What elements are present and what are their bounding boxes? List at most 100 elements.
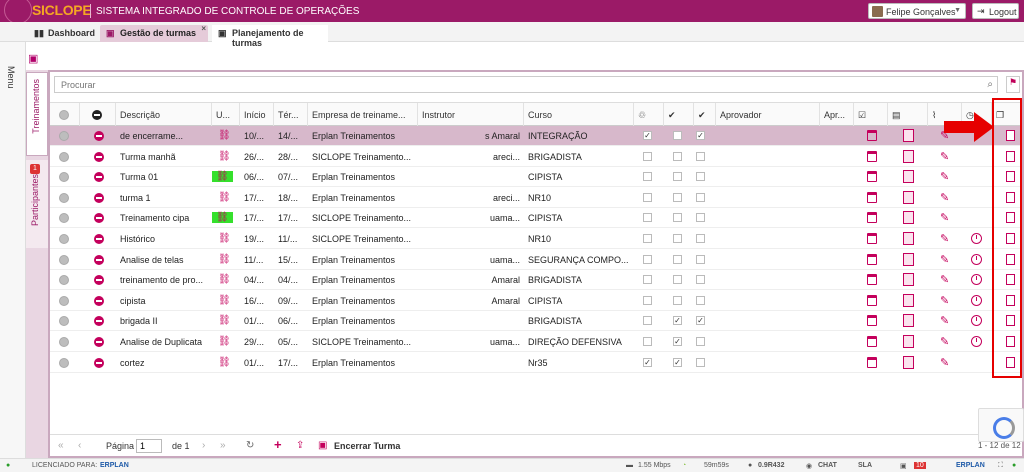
cancel-turma-icon[interactable] (94, 172, 104, 183)
document-icon[interactable] (903, 355, 914, 369)
status-dot-icon[interactable] (59, 213, 69, 224)
checkbox-1[interactable] (643, 254, 652, 264)
table-row[interactable]: Analise de Duplicata ⛓ 29/... 05/... SICLOPE… (50, 332, 1022, 352)
paperclip-icon[interactable]: ✎ (940, 212, 950, 225)
checkbox-2[interactable] (673, 151, 682, 161)
search-input[interactable] (61, 80, 961, 90)
table-row[interactable]: Analise de telas ⛓ 11/... 15/... Erplan Trei… (50, 250, 1022, 270)
link-icon[interactable]: ⛓ (218, 274, 231, 286)
calendar-check-icon[interactable] (867, 356, 877, 368)
first-page-icon[interactable]: « (58, 440, 64, 451)
next-page-icon[interactable]: › (202, 440, 206, 451)
checkbox-1[interactable] (643, 172, 652, 182)
checkbox-3[interactable] (696, 357, 705, 367)
calendar-check-icon[interactable] (867, 150, 877, 162)
table-row[interactable]: Treinamento cipa ⛓ 17/... 17/... SICLOPE Tre… (50, 208, 1022, 229)
document-icon[interactable] (903, 335, 914, 348)
clock-icon[interactable] (971, 274, 982, 286)
table-row[interactable]: cortez ⛓ 01/... 17/... Erplan Treinamentos Nr… (50, 353, 1022, 373)
checkbox-3[interactable]: ✓ (696, 316, 705, 326)
status-dot-icon[interactable] (59, 131, 69, 141)
status-dot-icon[interactable] (59, 316, 69, 327)
status-dot-icon[interactable] (59, 357, 69, 368)
encerrar-turma-button[interactable]: Encerrar Turma (334, 441, 401, 451)
calendar-check-icon[interactable] (867, 294, 877, 306)
checkbox-1[interactable]: ✓ (643, 357, 652, 367)
link-icon[interactable]: ⛓ (212, 212, 233, 224)
paperclip-icon[interactable]: ✎ (940, 191, 950, 204)
table-row[interactable]: brigada II ⛓ 01/... 06/... Erplan Treinament… (50, 311, 1022, 332)
paperclip-icon[interactable]: ✎ (940, 171, 950, 184)
status-dot-icon[interactable] (59, 151, 69, 162)
calendar-check-icon[interactable] (867, 212, 877, 224)
checkbox-2[interactable] (673, 192, 682, 202)
checkbox-2[interactable] (673, 213, 682, 223)
document-icon[interactable] (903, 314, 914, 328)
sla-button[interactable]: SLA (858, 462, 872, 469)
link-icon[interactable]: ⛓ (218, 233, 231, 244)
status-dot-icon[interactable] (59, 234, 69, 244)
checkbox-2[interactable]: ✓ (673, 337, 682, 346)
checkbox-2[interactable]: ✓ (673, 316, 682, 326)
flag-button[interactable]: ⚑ (1006, 76, 1020, 93)
checkbox-2[interactable] (673, 172, 682, 182)
cancel-turma-icon[interactable] (94, 213, 104, 224)
paperclip-icon[interactable]: ✎ (940, 356, 950, 369)
header-u[interactable]: U... (212, 103, 240, 127)
user-menu-button[interactable]: Felipe Gonçalves ▼ (868, 3, 966, 19)
clock-icon[interactable] (971, 233, 982, 244)
document-icon[interactable] (903, 211, 914, 225)
tab-dashboard[interactable]: ▮▮ Dashboard (28, 25, 98, 42)
document-icon[interactable] (903, 190, 914, 204)
checkbox-3[interactable] (696, 254, 705, 264)
checkbox-3[interactable] (696, 337, 705, 346)
header-clip[interactable]: ⌇ (928, 103, 962, 127)
paperclip-icon[interactable]: ✎ (940, 294, 950, 307)
paperclip-icon[interactable]: ✎ (940, 274, 950, 287)
header-calendar[interactable]: ☑ (854, 103, 888, 127)
header-instrutor[interactable]: Instrutor (418, 103, 524, 127)
calendar-check-icon[interactable] (867, 315, 877, 327)
checkbox-3[interactable] (696, 234, 705, 243)
upload-icon[interactable]: ⇪ (296, 440, 305, 451)
header-stop[interactable] (80, 103, 116, 127)
paperclip-icon[interactable]: ✎ (940, 233, 950, 245)
calendar-check-icon[interactable] (867, 253, 877, 265)
cancel-turma-icon[interactable] (94, 316, 104, 327)
status-dot-icon[interactable] (59, 192, 69, 203)
table-row[interactable]: de encerrame... ⛓ 10/... 14/... Erplan Trein… (50, 126, 1022, 146)
checkbox-3[interactable] (696, 172, 705, 182)
document-icon[interactable] (903, 170, 914, 184)
link-icon[interactable]: ⛓ (212, 171, 233, 183)
chat-button[interactable]: CHAT (818, 462, 837, 469)
link-icon[interactable]: ⛓ (218, 150, 231, 162)
table-row[interactable]: cipista ⛓ 16/... 09/... Erplan Treinamentos A… (50, 291, 1022, 311)
checkbox-3[interactable]: ✓ (696, 131, 705, 140)
side-tab-participantes[interactable]: Participantes (26, 160, 48, 248)
paperclip-icon[interactable]: ✎ (940, 130, 950, 142)
header-termino[interactable]: Tér... (274, 103, 308, 127)
table-row[interactable]: turma 1 ⛓ 17/... 18/... Erplan Treinamentos a… (50, 188, 1022, 208)
header-descricao[interactable]: Descrição (116, 103, 212, 127)
logout-button[interactable]: ⇥ Logout (972, 3, 1019, 19)
header-recycle[interactable]: ♲ (634, 103, 664, 127)
close-turma-icon[interactable]: ▣ (318, 440, 328, 451)
last-page-icon[interactable]: » (220, 440, 226, 451)
checkbox-1[interactable] (643, 192, 652, 202)
checkbox-2[interactable] (673, 131, 682, 140)
header-empresa[interactable]: Empresa de treiname... (308, 103, 418, 127)
checkbox-1[interactable] (643, 151, 652, 161)
cancel-turma-icon[interactable] (94, 192, 104, 203)
header-curso[interactable]: Curso (524, 103, 634, 127)
table-row[interactable]: Histórico ⛓ 19/... 11/... SICLOPE Treinament… (50, 229, 1022, 249)
link-icon[interactable]: ⛓ (218, 130, 231, 141)
menu-label[interactable]: Menu (6, 66, 16, 89)
calendar-check-icon[interactable] (867, 171, 877, 183)
header-check-1[interactable]: ✔ (664, 103, 694, 127)
prev-page-icon[interactable]: ‹ (78, 440, 82, 451)
link-icon[interactable]: ⛓ (218, 253, 231, 265)
calendar-check-icon[interactable] (867, 274, 877, 286)
link-icon[interactable]: ⛓ (218, 191, 231, 203)
checkbox-2[interactable] (673, 234, 682, 243)
cancel-turma-icon[interactable] (94, 151, 104, 162)
